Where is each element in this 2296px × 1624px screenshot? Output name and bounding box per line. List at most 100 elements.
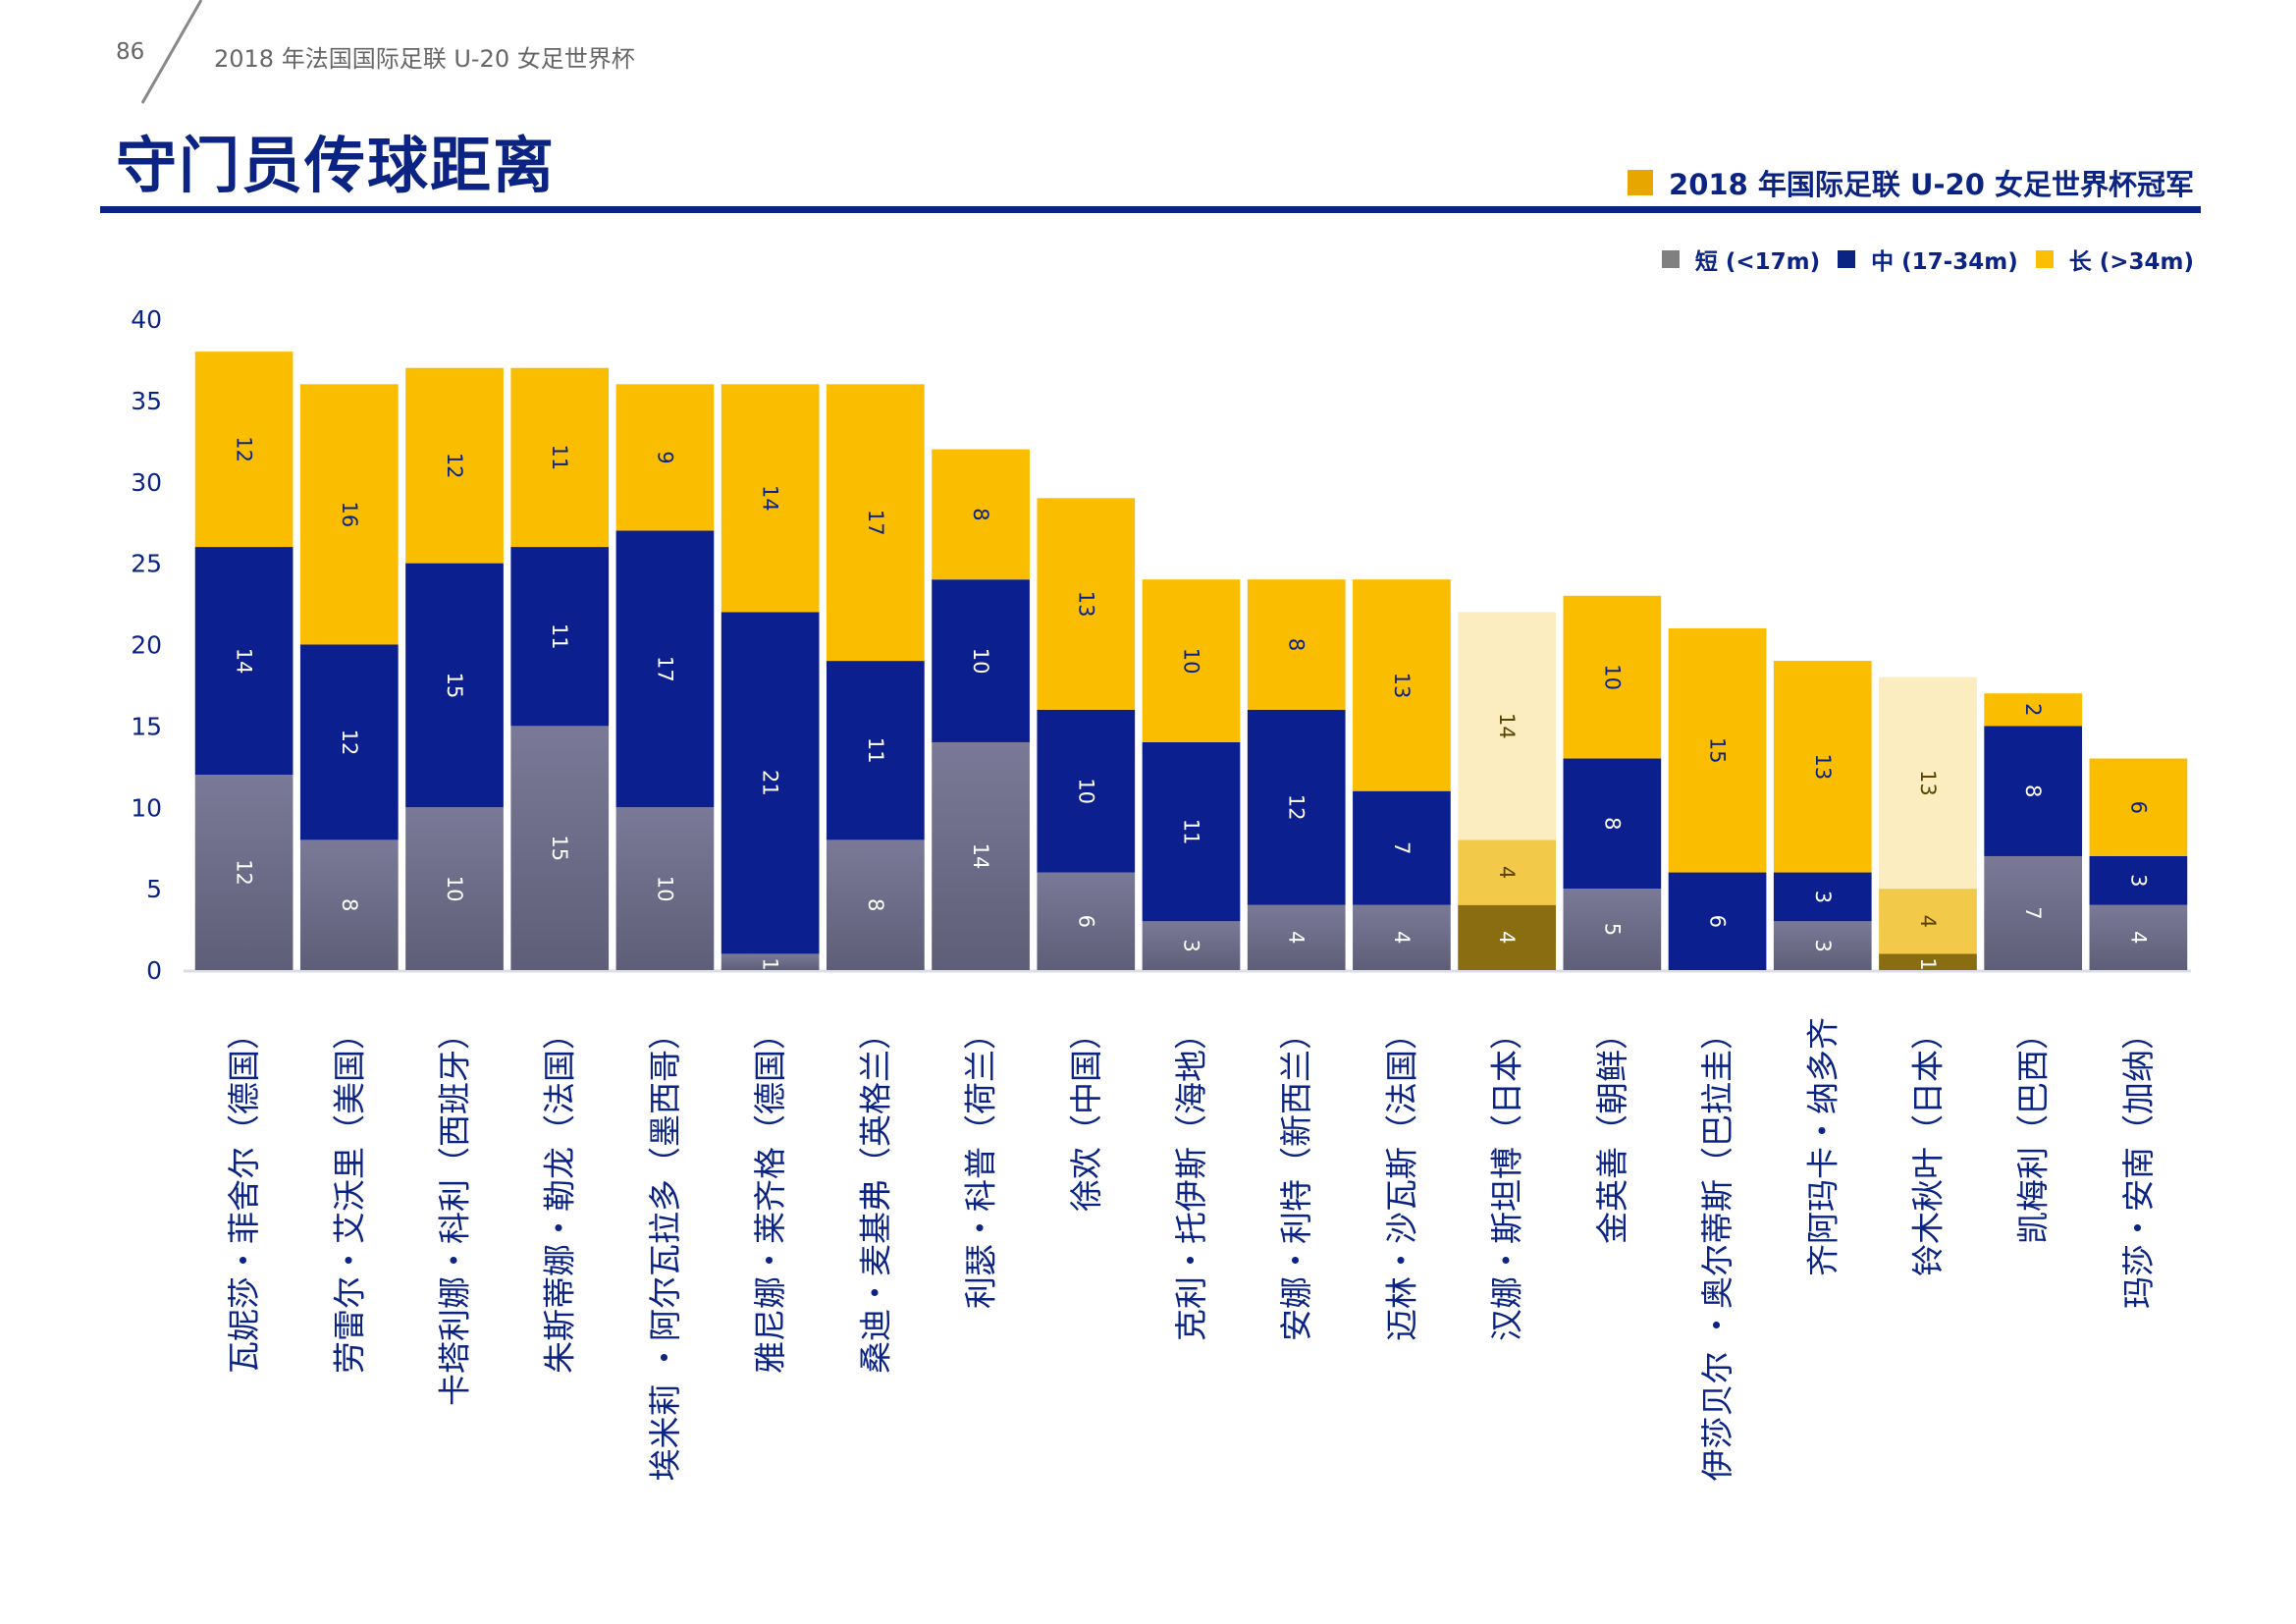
bar-segment-label: 15	[548, 835, 571, 861]
bar-segment-label: 8	[864, 898, 887, 911]
bar-segment-label: 3	[1180, 939, 1203, 951]
bar-segment-long	[1247, 579, 1346, 710]
bar-segment-short	[1458, 904, 1556, 970]
bar-segment-long	[1458, 612, 1556, 840]
x-category-label: 埃米莉 ・阿尔瓦拉多（墨西哥）	[646, 1017, 684, 1482]
champion-legend-label: 2018 年国际足联 U-20 女足世界杯冠军	[1669, 168, 2194, 201]
bar-segment-label: 6	[1706, 915, 1730, 928]
bar-segment-label: 12	[1285, 794, 1308, 821]
bar-segment-long	[932, 449, 1030, 580]
bar-segment-medium	[1458, 839, 1556, 905]
bar-segment-medium	[1773, 872, 1872, 922]
bar-segment-short	[721, 953, 820, 970]
bar-segment-label: 10	[443, 876, 466, 902]
bar-segment-label: 6	[2126, 801, 2150, 814]
bar-segment-medium	[1037, 709, 1136, 873]
bar-segment-label: 3	[1811, 891, 1835, 903]
bar-segment-medium	[1879, 889, 1977, 954]
bar-segment-label: 6	[1074, 915, 1097, 928]
bar-segment-label: 12	[233, 859, 256, 886]
bar-segment-long	[194, 352, 294, 548]
header-slash-decoration	[140, 0, 203, 104]
bar-segment-label: 14	[233, 648, 256, 675]
bar-segment-short	[299, 839, 399, 970]
bar-segment-medium	[1984, 726, 2083, 856]
bar-segment-label: 4	[1916, 915, 1940, 928]
legend-swatch-short	[1661, 250, 1680, 268]
bar-segment-short	[615, 807, 715, 970]
x-category-label: 迈林・沙瓦斯（法国）	[1382, 1017, 1420, 1341]
bar-segment-short	[2089, 904, 2188, 970]
bar-segment-long	[1353, 579, 1451, 791]
bar-segment-label: 13	[1811, 753, 1835, 780]
bar-segment-label: 8	[969, 508, 992, 520]
x-category-label: 凯梅利（巴西）	[2014, 1017, 2053, 1244]
bar-segment-medium	[827, 661, 925, 840]
bar-segment-label: 14	[969, 843, 992, 870]
bar-segment-short	[194, 775, 294, 970]
x-category-label: 桑迪・麦基弗（英格兰）	[856, 1017, 894, 1374]
bar-segment-label: 1	[759, 957, 782, 970]
bar-segment-label: 13	[1074, 591, 1097, 618]
bar-segment-long	[827, 384, 925, 662]
bar-segment-label: 12	[338, 730, 361, 756]
bar-segment-long	[1879, 677, 1977, 890]
bar-segment-label: 13	[1390, 673, 1414, 699]
bar-segment-label: 7	[1390, 841, 1414, 854]
bar-segment-medium	[615, 530, 715, 808]
x-category-label: 金英善（朝鲜）	[1593, 1017, 1631, 1244]
bar-segment-medium	[1142, 741, 1241, 922]
x-category-label: 利瑟・科普（荷兰）	[962, 1017, 1000, 1309]
bar-segment-label: 4	[1390, 931, 1414, 944]
bar-segment-label: 11	[548, 445, 571, 471]
x-category-label: 卡塔利娜・科利（西班牙）	[436, 1017, 474, 1406]
legend-item-medium: 中 (17-34m)	[1838, 243, 2018, 276]
legend-item-short: 短 (<17m)	[1661, 243, 1821, 276]
bar-segment-label: 4	[1495, 931, 1519, 944]
x-category-label: 克利・托伊斯（海地）	[1172, 1017, 1210, 1341]
bar-segment-label: 17	[653, 656, 676, 682]
legend-swatch-long	[2035, 250, 2054, 268]
bar-segment-long	[1142, 579, 1241, 742]
x-category-label: 雅尼娜・莱齐格（德国）	[751, 1017, 789, 1374]
y-tick-label: 15	[131, 712, 162, 740]
x-category-label: 朱斯蒂娜・勒龙（法国）	[541, 1017, 579, 1374]
bar-segment-medium	[1563, 758, 1662, 890]
bar-segment-label: 4	[1495, 866, 1519, 879]
bar-segment-label: 8	[2021, 785, 2045, 797]
bar-segment-medium	[1247, 709, 1346, 905]
bar-segment-label: 15	[1706, 737, 1730, 764]
bar-segment-long	[405, 367, 504, 564]
legend-label-long: 长 (>34m)	[2068, 249, 2194, 275]
champion-legend: 2018 年国际足联 U-20 女足世界杯冠军	[1628, 162, 2194, 203]
bar-segment-label: 8	[338, 898, 361, 911]
bar-segment-label: 10	[1180, 648, 1203, 675]
y-tick-label: 5	[146, 875, 162, 903]
bar-segment-label: 4	[1285, 931, 1308, 944]
bar-segment-long	[721, 384, 820, 613]
bar-segment-label: 16	[338, 502, 361, 528]
bar-segment-label: 10	[653, 876, 676, 902]
bar-segment-short	[1984, 855, 2083, 970]
bar-segment-long	[1984, 693, 2083, 727]
bar-segment-label: 5	[1600, 923, 1624, 936]
bar-segment-long	[2089, 758, 2188, 856]
legend-label-short: 短 (<17m)	[1694, 249, 1821, 275]
bar-segment-label: 15	[443, 673, 466, 699]
bar-segment-long	[1773, 661, 1872, 873]
page-number: 86	[116, 39, 145, 65]
bar-segment-long	[1668, 627, 1767, 873]
bar-segment-label: 11	[548, 623, 571, 650]
bar-segment-label: 8	[1285, 638, 1308, 651]
bar-segment-label: 12	[443, 453, 466, 479]
page-title: 守门员传球距离	[116, 130, 557, 201]
running-header: 2018 年法国国际足联 U-20 女足世界杯	[214, 45, 635, 73]
bar-segment-medium	[2089, 855, 2188, 905]
bar-segment-short	[932, 741, 1030, 970]
legend-item-long: 长 (>34m)	[2035, 243, 2194, 276]
y-tick-label: 35	[131, 387, 162, 415]
legend-label-medium: 中 (17-34m)	[1871, 249, 2018, 275]
bar-segment-long	[299, 384, 399, 645]
legend-swatch-medium	[1838, 250, 1856, 268]
bar-segment-short	[1563, 889, 1662, 970]
